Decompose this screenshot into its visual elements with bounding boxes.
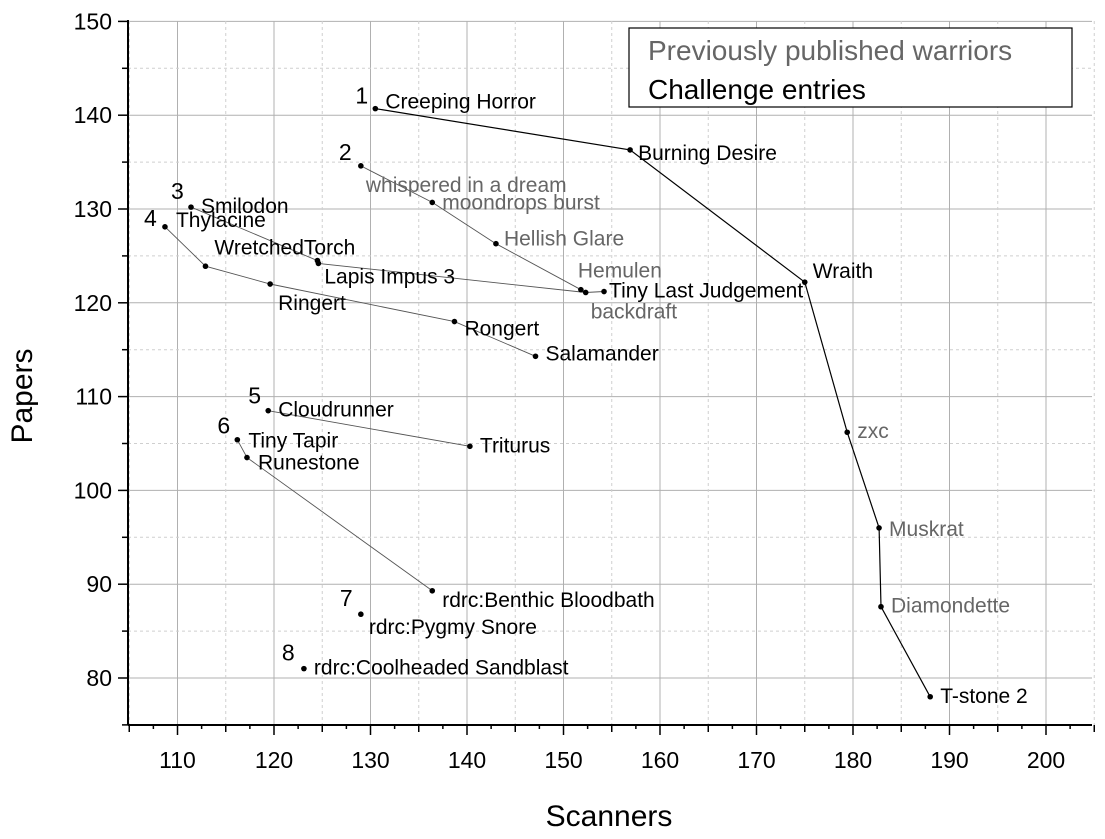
point-label-creeping-horror: Creeping Horror (385, 91, 536, 114)
point-p4-a (202, 263, 209, 270)
point-label-backdraft: backdraft (591, 300, 678, 323)
front-number-5: 5 (248, 383, 261, 409)
point-salamander (532, 353, 539, 360)
y-tick-label-100: 100 (74, 477, 112, 503)
point-rdrc-benthic-bloodbath (429, 587, 436, 594)
points-layer (162, 105, 933, 700)
legend-box (628, 27, 1073, 108)
point-label-hemulen: Hemulen (578, 260, 662, 283)
legend-entry-challenge: Challenge entries (648, 74, 866, 105)
point-rdrc-pygmy-snore (358, 611, 364, 618)
point-label-moondrops-burst: moondrops burst (442, 191, 600, 214)
x-tick-label-140: 140 (448, 747, 486, 773)
axes-layer (118, 20, 1095, 735)
point-t-stone-2 (927, 693, 933, 700)
point-whispered-in-a-dream (358, 163, 364, 169)
point-label-burning-desire: Burning Desire (638, 142, 777, 165)
point-triturus (467, 443, 473, 450)
point-label-t-stone-2: T-stone 2 (940, 685, 1028, 708)
point-cloudrunner (265, 407, 272, 414)
front-line-2 (360, 165, 605, 293)
point-label-tiny-last-judgement: Tiny Last Judgement (609, 280, 803, 303)
point-label-rdrc-coolheaded-sandblast: rdrc:Coolheaded Sandblast (314, 657, 569, 680)
legend: Previously published warriors Challenge … (628, 27, 1073, 108)
point-zxc (844, 429, 851, 436)
point-label-zxc: zxc (857, 420, 889, 443)
point-label-rongert: Rongert (464, 318, 539, 341)
front-number-8: 8 (282, 640, 295, 666)
point-backdraft (582, 289, 589, 296)
grid-layer (128, 20, 1095, 726)
point-label-rdrc-pygmy-snore: rdrc:Pygmy Snore (369, 616, 537, 639)
x-tick-label-120: 120 (255, 747, 293, 773)
point-thylacine (162, 224, 168, 230)
point-label-lapis-impus-3: Lapis Impus 3 (324, 265, 455, 288)
front-number-7: 7 (340, 585, 353, 611)
x-tick-label-130: 130 (351, 747, 389, 773)
point-label-hellish-glare: Hellish Glare (504, 228, 624, 251)
point-label-triturus: Triturus (480, 434, 550, 457)
point-label-diamondette: Diamondette (891, 595, 1010, 618)
y-tick-label-140: 140 (74, 102, 112, 128)
point-label-muskrat: Muskrat (889, 518, 964, 541)
point-label-tiny-tapir: Tiny Tapir (248, 430, 338, 453)
point-label-thylacine: Thylacine (176, 209, 266, 232)
point-wraith (801, 279, 808, 285)
y-tick-label-80: 80 (86, 665, 112, 691)
point-label-whispered-in-a-dream: whispered in a dream (365, 174, 567, 197)
point-creeping-horror (372, 105, 379, 112)
front-number-1: 1 (355, 83, 368, 109)
point-rongert (451, 318, 458, 325)
point-tiny-last-judgement (601, 288, 607, 295)
x-tick-label-150: 150 (544, 747, 582, 773)
x-tick-label-200: 200 (1027, 747, 1065, 773)
point-lapis-impus-3 (315, 260, 322, 267)
point-label-rdrc-benthic-bloodbath: rdrc:Benthic Bloodbath (442, 589, 654, 612)
x-tick-label-110: 110 (159, 747, 196, 773)
point-label-cloudrunner: Cloudrunner (278, 399, 394, 422)
y-tick-label-150: 150 (74, 8, 112, 34)
point-hellish-glare (493, 240, 499, 247)
y-tick-label-90: 90 (86, 571, 112, 597)
x-tick-label-160: 160 (641, 747, 679, 773)
point-muskrat (876, 525, 882, 531)
front-line-5 (268, 410, 470, 447)
point-labels-layer: Creeping Horror Burning Desire Wraith zxc Mu… (176, 91, 1028, 708)
front-number-6: 6 (217, 413, 230, 439)
point-label-ringert: Ringert (278, 292, 346, 315)
tick-labels-layer: 110 120 130 140 150 160 170 180 190 200 80 90 100 110… (74, 8, 1066, 773)
point-diamondette (878, 603, 884, 610)
y-tick-label-120: 120 (74, 290, 112, 316)
front-number-3: 3 (171, 178, 184, 204)
point-label-wretchedtorch: WretchedTorch (214, 237, 355, 260)
point-label-wraith: Wraith (813, 260, 873, 283)
point-label-salamander: Salamander (546, 342, 659, 365)
y-tick-label-130: 130 (74, 196, 112, 222)
front-number-4: 4 (144, 205, 157, 231)
point-ringert (267, 281, 273, 287)
front-number-2: 2 (339, 139, 352, 165)
x-axis-title: Scanners (546, 800, 673, 833)
x-tick-label-190: 190 (930, 747, 968, 773)
point-burning-desire (627, 147, 633, 153)
point-runestone (244, 454, 250, 461)
x-tick-label-180: 180 (834, 747, 872, 773)
point-smilodon (188, 204, 194, 210)
y-tick-label-110: 110 (75, 384, 112, 410)
point-tiny-tapir (234, 436, 241, 443)
point-rdrc-coolheaded-sandblast (301, 665, 307, 672)
x-tick-label-170: 170 (737, 747, 775, 773)
point-label-smilodon: Smilodon (201, 195, 289, 218)
point-hemulen (578, 286, 584, 293)
point-label-runestone: Runestone (258, 452, 360, 475)
legend-entry-previous: Previously published warriors (648, 35, 1012, 66)
y-axis-title: Papers (6, 348, 39, 443)
point-moondrops-burst (429, 199, 436, 206)
